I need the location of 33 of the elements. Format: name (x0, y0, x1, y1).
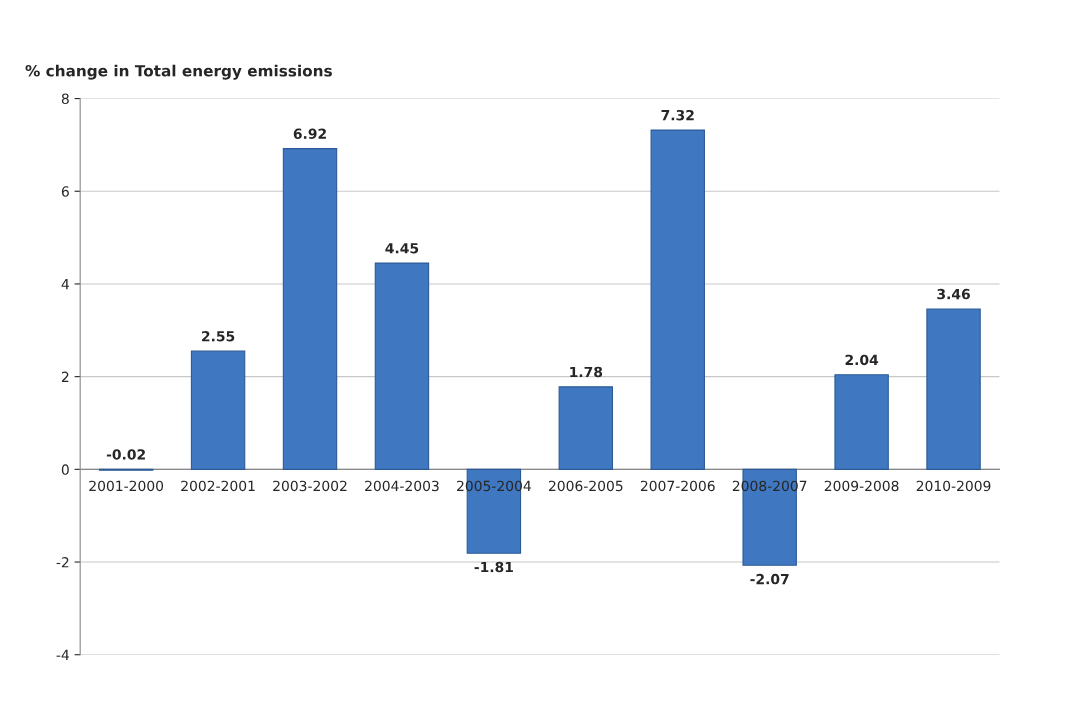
data-label: 4.45 (385, 243, 419, 254)
y-tick-label: 0 (61, 464, 69, 475)
y-tick-label: -2 (56, 557, 69, 568)
bar (282, 148, 338, 470)
bar (926, 308, 981, 470)
data-label: 7.32 (661, 109, 694, 121)
data-label: -2.07 (750, 573, 789, 585)
chart-title: % change in Total energy emissions (25, 64, 332, 80)
y-tick-label: 2 (61, 371, 69, 382)
bar (374, 262, 430, 470)
bar (650, 129, 705, 470)
data-label: -0.02 (106, 449, 145, 460)
x-tick-label: 2001-2000 (89, 480, 164, 492)
x-tick-label: 2006-2005 (548, 480, 623, 492)
x-tick-label: 2004-2003 (365, 480, 439, 492)
bar (558, 386, 614, 470)
bar (834, 374, 889, 470)
y-tick-label: 8 (61, 93, 69, 105)
y-tick-label: 4 (61, 279, 69, 290)
data-label: 2.04 (845, 354, 879, 366)
data-label: 6.92 (293, 128, 326, 139)
y-tick-label: 6 (61, 186, 69, 197)
x-tick-label: 2010-2009 (916, 480, 991, 492)
x-tick-label: 2002-2001 (181, 480, 255, 492)
data-label: 3.46 (937, 288, 970, 300)
bar (190, 350, 246, 470)
data-label: 2.55 (202, 331, 235, 342)
x-tick-label: 2007-2006 (640, 480, 715, 492)
y-tick-label: -4 (56, 649, 69, 660)
x-tick-label: 2009-2008 (824, 480, 899, 492)
data-label: 1.78 (570, 366, 603, 378)
data-label: -1.81 (474, 561, 513, 573)
x-tick-label: 2003-2002 (273, 480, 347, 492)
